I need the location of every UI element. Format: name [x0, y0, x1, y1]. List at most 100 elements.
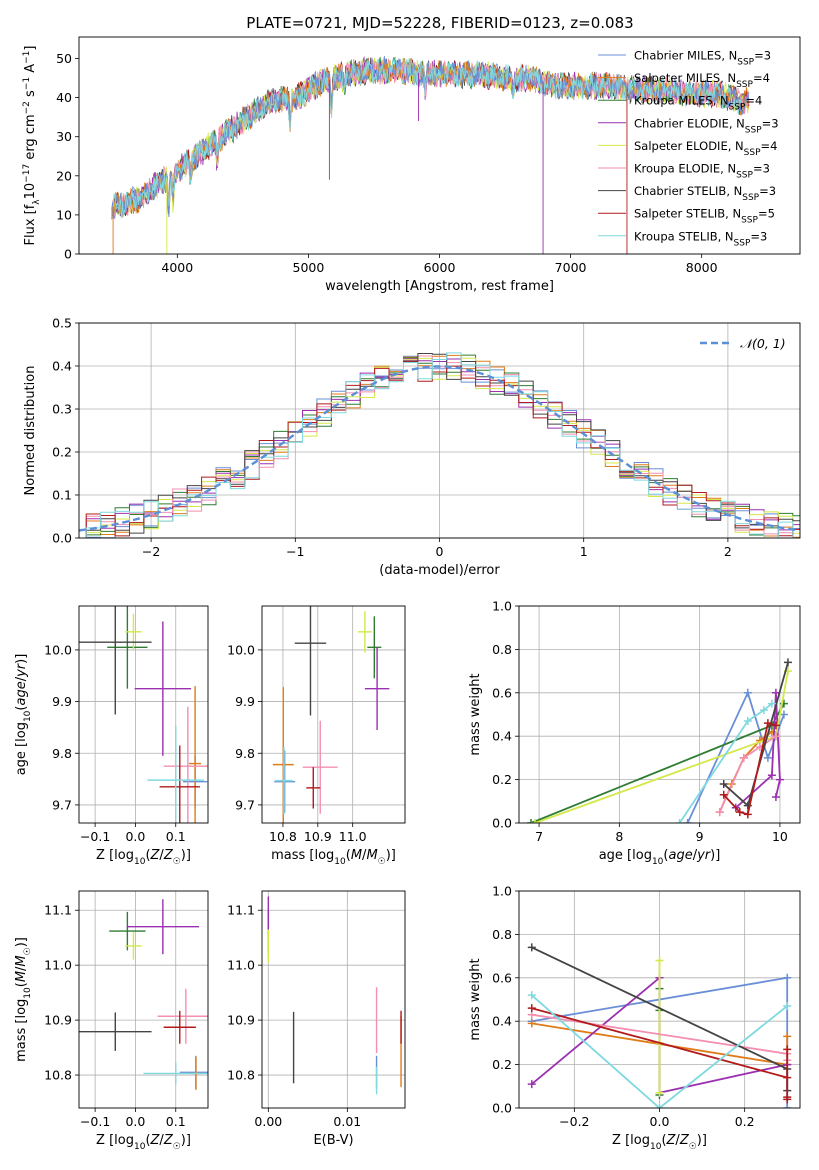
weight-marker — [783, 1095, 792, 1104]
y-axis-label: mass weight — [468, 673, 483, 755]
x-tick-label: −0.1 — [80, 829, 110, 844]
x-axis-label: age [log10(age/yr)] — [599, 848, 721, 867]
x-tick-label: 0.01 — [333, 1114, 361, 1129]
label-part: / — [14, 676, 29, 681]
label-part: 10 — [134, 1142, 146, 1152]
label-part: ( — [346, 848, 351, 863]
weight-marker — [771, 792, 780, 801]
label-part: Z — [163, 848, 174, 863]
label-part: (0, 1) — [752, 336, 786, 351]
legend-label-1: Salpeter MILES, NSSP=4 — [634, 71, 770, 90]
label-part: Salpeter MILES, N — [634, 71, 736, 85]
x-tick-label: 4000 — [161, 260, 193, 275]
label-part: )] — [181, 1133, 191, 1148]
plot-area — [79, 606, 208, 823]
label-part: Flux [f — [23, 204, 38, 245]
axes-frame — [78, 36, 801, 255]
legend-label-2: Kroupa MILES, NSSP=4 — [634, 94, 762, 113]
label-part: / — [159, 1133, 164, 1148]
x-tick-label: 0.0 — [125, 829, 145, 844]
label-part: ☉ — [23, 947, 33, 955]
axes-frame — [261, 605, 406, 824]
y-tick-label: 0.4 — [52, 359, 72, 374]
label-part: =5 — [758, 207, 775, 221]
label-part: =3 — [750, 229, 767, 243]
panel-spectrum: 4000 5000 6000 7000 8000 0 10 20 30 40 50 wavelengt… — [22, 36, 801, 294]
label-part: Kroupa MILES, N — [634, 94, 729, 108]
axes-frame — [78, 322, 801, 539]
x-tick-label: 0 — [436, 544, 444, 559]
weight-marker — [783, 1104, 792, 1108]
y-tick-label: 9.7 — [235, 797, 255, 812]
y-tick-label: 10.9 — [44, 1013, 72, 1028]
normal-curve — [79, 365, 798, 532]
panel-z_weight: −0.2 0.0 0.20.00.20.40.60.81.0Z [log10(Z/Z… — [468, 884, 801, 1152]
x-tick-label: 2 — [724, 544, 732, 559]
weight-marker — [527, 991, 536, 1000]
label-part: =3 — [759, 184, 776, 198]
label-part: ☉ — [689, 1142, 697, 1152]
label-part: ( — [14, 706, 29, 711]
label-part: −2 — [22, 101, 32, 114]
weight-marker — [783, 1002, 792, 1011]
label-part: Salpeter STELIB, N — [634, 207, 741, 221]
label-part: )] — [181, 848, 191, 863]
label-part: SSP — [737, 58, 754, 68]
label-part: 10 — [334, 857, 346, 867]
y-tick-label: 0.2 — [492, 772, 512, 787]
label-part: −1 — [22, 77, 32, 90]
x-axis-label: wavelength [Angstrom, rest frame] — [325, 279, 554, 294]
panel-residuals: −2 −1 0 1 2 0.0 0.1 0.2 0.3 0.4 0.5 (data-model)/er… — [23, 316, 801, 578]
x-axis-label: (data-model)/error — [379, 563, 500, 578]
label-part: Z — [666, 1133, 677, 1148]
y-tick-label: 40 — [56, 90, 72, 105]
y-tick-label: 9.8 — [52, 746, 72, 761]
plot-area — [272, 606, 390, 823]
x-tick-label: 0.00 — [254, 1114, 282, 1129]
panel-z_mass: −0.1 0.0 0.110.810.911.011.1Z [log10(Z/Z☉)… — [14, 890, 209, 1152]
legend-label-5: Kroupa ELODIE, NSSP=3 — [634, 162, 770, 181]
y-tick-label: 0.4 — [492, 729, 512, 744]
label-part: −17 — [22, 164, 32, 183]
label-part: Z — [679, 1133, 690, 1148]
weight-line-8 — [678, 702, 773, 823]
y-axis-label: mass [log10(M/M☉)] — [14, 937, 33, 1062]
y-tick-label: 10.8 — [44, 1068, 72, 1083]
x-tick-label: 10 — [772, 829, 788, 844]
legend-label-6: Chabrier STELIB, NSSP=3 — [634, 184, 776, 203]
axes-frame — [518, 890, 801, 1109]
x-tick-label: 0.1 — [166, 829, 186, 844]
weight-marker — [527, 1080, 536, 1089]
label-part: M — [351, 848, 362, 863]
y-tick-label: 0.0 — [492, 816, 512, 831]
axes-frame — [261, 890, 406, 1109]
y-tick-label: 11.1 — [44, 903, 72, 918]
label-part: =4 — [745, 94, 762, 108]
label-part: A — [23, 64, 38, 77]
label-part: 10 — [23, 710, 33, 722]
label-part: age — [14, 681, 29, 705]
x-axis-label: Z [log10(Z/Z☉)] — [96, 1133, 191, 1152]
weight-marker — [655, 1104, 664, 1108]
label-part: 10 — [23, 987, 33, 999]
label-part: ( — [14, 982, 29, 987]
y-axis-label: Normed distribution — [23, 366, 38, 496]
x-tick-label: 10.9 — [304, 829, 332, 844]
axes-frame — [518, 605, 801, 824]
legend-label-4: Salpeter ELODIE, NSSP=4 — [634, 139, 777, 158]
label-part: )] — [386, 848, 396, 863]
weight-marker — [675, 819, 684, 823]
x-tick-label: −2 — [142, 544, 160, 559]
x-axis-label: Z [log10(Z/Z☉)] — [96, 848, 191, 867]
weight-marker — [783, 1073, 792, 1082]
weight-marker — [771, 721, 780, 730]
x-tick-label: 8000 — [686, 260, 718, 275]
axes-frame — [78, 605, 209, 824]
label-part: / — [675, 1133, 680, 1148]
y-tick-label: 10.0 — [227, 642, 255, 657]
x-axis-label: E(B-V) — [313, 1133, 353, 1148]
label-part: Z [log — [612, 1133, 650, 1148]
label-part: ( — [145, 848, 150, 863]
weight-marker — [743, 717, 752, 726]
label-part: Z [log — [96, 848, 134, 863]
